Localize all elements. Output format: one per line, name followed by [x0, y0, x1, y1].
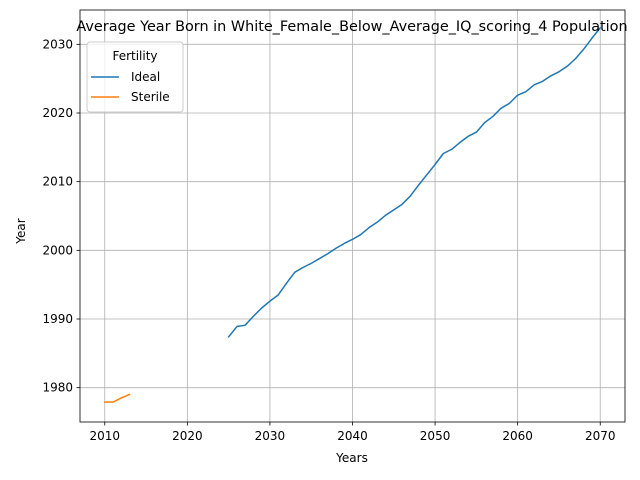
chart-title: Average Year Born in White_Female_Below_…: [76, 19, 627, 35]
y-tick-label: 2030: [42, 37, 73, 51]
x-tick-label: 2050: [420, 429, 451, 443]
y-axis: 1980 1990 2000 2010 2020 2030: [42, 37, 80, 395]
x-axis-label: Years: [335, 451, 368, 465]
y-axis-label: Year: [14, 218, 28, 244]
y-tick-label: 2010: [42, 175, 73, 189]
x-tick-label: 2020: [172, 429, 203, 443]
y-tick-label: 2020: [42, 106, 73, 120]
series-line-sterile: [104, 393, 131, 403]
grid: [80, 10, 625, 422]
y-tick-label: 2000: [42, 243, 73, 257]
legend: Fertility Ideal Sterile: [86, 41, 184, 113]
series-line-ideal: [227, 26, 602, 338]
series-layer: [104, 26, 602, 403]
x-tick-label: 2070: [585, 429, 616, 443]
x-tick-label: 2010: [89, 429, 120, 443]
legend-title: Fertility: [112, 49, 157, 63]
y-tick-label: 1980: [42, 381, 73, 395]
x-axis: 2010 2020 2030 2040 2050 2060 2070: [89, 422, 616, 443]
legend-label-sterile: Sterile: [131, 90, 170, 104]
y-tick-label: 1990: [42, 312, 73, 326]
legend-entries: Ideal Sterile: [91, 70, 170, 104]
x-tick-label: 2030: [255, 429, 286, 443]
x-tick-label: 2060: [502, 429, 533, 443]
legend-box: [86, 41, 184, 113]
x-tick-label: 2040: [337, 429, 368, 443]
legend-label-ideal: Ideal: [131, 70, 160, 84]
